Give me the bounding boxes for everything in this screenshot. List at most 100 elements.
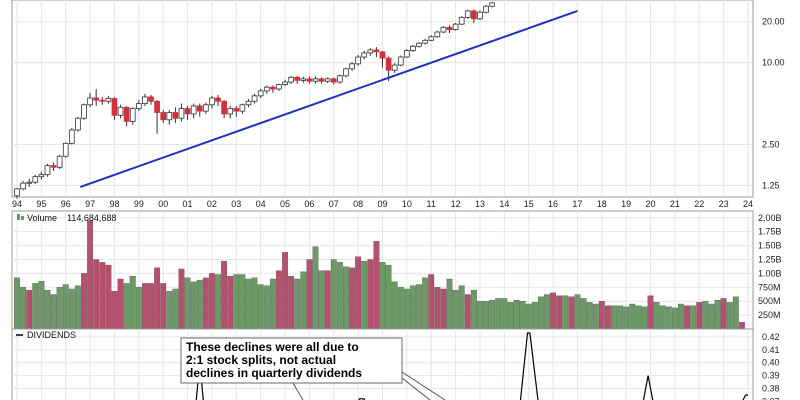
callout-line-2: 2:1 stock splits, not actual xyxy=(186,353,336,367)
volume-bar xyxy=(635,305,642,330)
volume-bar xyxy=(355,256,362,330)
candle-up xyxy=(288,76,294,83)
volume-bar xyxy=(93,259,100,330)
volume-tick-label: 1.25B xyxy=(758,254,782,264)
candle-up xyxy=(105,98,112,102)
candle-up xyxy=(190,105,197,115)
volume-bar xyxy=(209,273,215,330)
volume-bar xyxy=(129,276,136,330)
x-tick-label: 06 xyxy=(304,199,314,209)
callout-line-3: declines in quarterly dividends xyxy=(186,366,362,380)
x-tick-label: 99 xyxy=(134,199,144,209)
x-tick-label: 20 xyxy=(646,199,656,209)
volume-bar xyxy=(81,273,87,330)
x-tick-label: 00 xyxy=(158,199,168,209)
candle-down xyxy=(233,108,240,112)
candle-down xyxy=(373,49,380,53)
candle-up xyxy=(458,17,465,25)
price-tick-label: 20.00 xyxy=(762,17,785,27)
volume-bar xyxy=(111,291,118,330)
candle-up xyxy=(440,26,447,33)
volume-axis-labels: 2.00B 1.75B 1.50B 1.25B 1.00B 750M 500M 250M xyxy=(758,213,782,320)
volume-tick-label: 1.75B xyxy=(758,227,782,237)
volume-bar xyxy=(568,296,575,330)
volume-bar xyxy=(257,284,264,330)
volume-bar xyxy=(312,246,319,330)
volume-bar xyxy=(477,301,483,330)
volume-bar xyxy=(87,220,94,330)
candle-up xyxy=(434,31,441,38)
dividends-tick-label: 0.38 xyxy=(762,384,780,394)
volume-bar xyxy=(349,267,355,330)
candle-down xyxy=(196,105,203,112)
candle-down xyxy=(379,51,386,59)
volume-swatch-2 xyxy=(21,216,24,220)
candle-up xyxy=(203,104,209,112)
candle-up xyxy=(209,97,215,106)
volume-bar xyxy=(708,303,715,330)
candle-up xyxy=(343,68,349,77)
candle-up xyxy=(404,50,410,58)
volume-bar xyxy=(62,284,69,330)
x-tick-label: 05 xyxy=(280,199,290,209)
volume-bar xyxy=(513,299,520,330)
volume-bar xyxy=(306,259,313,330)
volume-bar xyxy=(105,264,112,330)
candle-up xyxy=(477,11,483,20)
candle-up xyxy=(355,56,361,65)
volume-bar xyxy=(324,270,331,330)
candle-up xyxy=(26,181,33,184)
candle-down xyxy=(270,86,276,90)
volume-bar xyxy=(44,289,51,330)
volume-value: 114,684,688 xyxy=(67,213,116,223)
callout-line-1: These declines were all due to xyxy=(186,340,359,354)
x-tick-label: 11 xyxy=(427,199,436,209)
volume-bar xyxy=(123,283,130,330)
x-tick-label: 04 xyxy=(256,199,266,209)
candle-down xyxy=(306,78,313,82)
candle-up xyxy=(276,84,282,90)
x-axis-labels: 94 95 96 97 98 99 00 01 02 03 04 05 06 07 08 09 10 11 12 13… xyxy=(12,199,753,209)
volume-bar xyxy=(330,259,337,330)
volume-tick-label: 750M xyxy=(758,282,781,292)
price-tick-label: 10.00 xyxy=(762,58,785,68)
candle-up xyxy=(62,142,69,157)
dividends-tick-label: 0.40 xyxy=(762,358,780,368)
candle-up xyxy=(367,49,374,54)
dividends-tick-label: 0.41 xyxy=(762,345,780,355)
volume-bar xyxy=(501,298,508,330)
candle-up xyxy=(257,90,264,97)
candle-up xyxy=(251,95,258,102)
x-tick-label: 15 xyxy=(524,199,534,209)
candle-down xyxy=(154,100,160,113)
volume-tick-label: 1.50B xyxy=(758,241,782,251)
volume-bar xyxy=(263,285,270,330)
volume-bar xyxy=(160,283,167,330)
candle-down xyxy=(184,108,191,115)
candle-up xyxy=(349,63,355,70)
volume-bar xyxy=(38,281,45,330)
candle-up xyxy=(75,117,81,131)
candle-up xyxy=(44,165,51,176)
candle-down xyxy=(471,10,477,20)
volume-bar xyxy=(403,288,410,330)
volume-bar xyxy=(172,288,179,330)
volume-tick-label: 500M xyxy=(758,296,781,306)
candle-up xyxy=(263,86,270,92)
annotation-callout: These declines were all due to 2:1 stock… xyxy=(180,337,446,400)
dividends-tick-label: 0.37 xyxy=(762,396,780,400)
x-tick-label: 17 xyxy=(572,199,582,209)
volume-bar xyxy=(617,305,624,330)
volume-bar xyxy=(732,296,739,330)
candle-up xyxy=(239,104,246,112)
volume-bar xyxy=(592,303,599,330)
volume-bar xyxy=(647,295,654,330)
candle-down xyxy=(148,96,154,102)
volume-bar xyxy=(74,285,81,330)
x-tick-label: 96 xyxy=(61,199,71,209)
volume-bar xyxy=(623,306,630,330)
x-tick-label: 98 xyxy=(109,199,119,209)
candle-down xyxy=(123,106,130,122)
candle-up xyxy=(337,75,343,83)
volume-bar xyxy=(611,305,617,330)
